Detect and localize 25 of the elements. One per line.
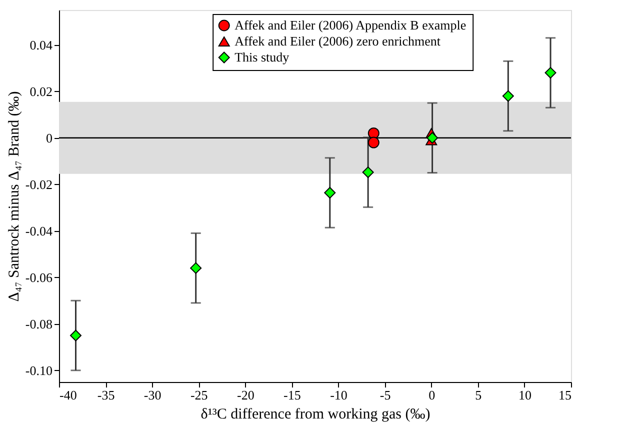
x-tick-label: 10 (518, 388, 532, 402)
legend-label: This study (234, 50, 290, 64)
y-tick-label: 0 (46, 130, 52, 146)
y-tick-label: -0.06 (25, 270, 53, 285)
x-tick-label: -40 (60, 388, 77, 402)
x-tick-label: 15 (558, 388, 572, 402)
y-tick-label: -0.02 (25, 176, 52, 192)
legend-label: Affek and Eiler (2006) zero enrichment (234, 34, 441, 48)
y-tick-label: 0.02 (30, 84, 52, 99)
y-tick-label: -0.04 (25, 223, 53, 238)
x-tick-label: 0 (428, 388, 436, 402)
x-tick-label: 5 (475, 388, 482, 402)
y-tick-label: 0.04 (30, 37, 53, 52)
x-tick-label: -35 (97, 388, 115, 402)
x-tick-label: -20 (237, 388, 254, 402)
legend-label: Affek and Eiler (2006) Appendix B example (234, 18, 466, 32)
x-tick-label: -10 (330, 388, 348, 402)
x-tick-label: -25 (190, 388, 208, 402)
x-tick-label: -15 (284, 388, 301, 402)
x-axis-title: δ¹³C difference from working gas (‰) (200, 406, 430, 422)
y-tick-label: -0.10 (25, 362, 52, 378)
y-tick-label: -0.08 (25, 316, 52, 332)
x-tick-label: -30 (144, 388, 162, 402)
x-tick-label: -5 (380, 388, 391, 402)
y-axis-title: Δ₄₇ Santrock minus Δ₄₇ Brand (‰) (6, 91, 22, 302)
